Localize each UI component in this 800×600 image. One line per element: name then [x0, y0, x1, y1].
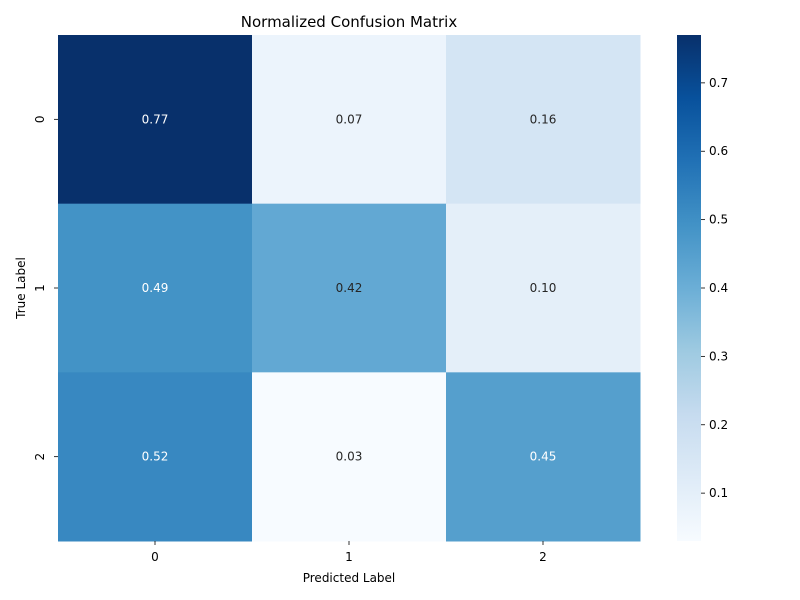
x-tick-label: 2 [539, 550, 547, 564]
heatmap-cell [446, 35, 641, 205]
y-axis-ticks: 0 1 2 [33, 116, 58, 461]
heatmap-cell [58, 203, 253, 373]
cell-value-label: 0.10 [530, 281, 557, 295]
cell-value-label: 0.42 [336, 281, 363, 295]
colorbar-tick-label: 0.5 [709, 213, 728, 227]
heatmap-cells [58, 35, 641, 542]
colorbar-ticks: 0.1 0.2 0.3 0.4 0.5 0.6 0.7 [701, 76, 728, 500]
colorbar-tick-label: 0.4 [709, 281, 728, 295]
y-tick-label: 2 [33, 453, 47, 461]
colorbar-tick-label: 0.7 [709, 76, 728, 90]
colorbar-tick-label: 0.3 [709, 349, 728, 363]
y-axis-label: True Label [14, 257, 28, 320]
heatmap-cell [58, 372, 253, 542]
cell-value-label: 0.52 [142, 450, 169, 464]
heatmap-cell [252, 203, 447, 373]
heatmap-cell [58, 35, 253, 205]
heatmap-cell [252, 35, 447, 205]
x-axis-ticks: 0 1 2 [151, 541, 547, 564]
colorbar-tick-label: 0.1 [709, 486, 728, 500]
x-axis-label: Predicted Label [303, 571, 396, 585]
cell-value-label: 0.03 [336, 450, 363, 464]
y-tick-label: 0 [33, 116, 47, 124]
x-tick-label: 1 [345, 550, 353, 564]
cell-value-label: 0.16 [530, 112, 557, 126]
y-tick-label: 1 [33, 284, 47, 292]
cell-value-label: 0.49 [142, 281, 169, 295]
cell-value-label: 0.07 [336, 112, 363, 126]
heatmap-cell [446, 203, 641, 373]
x-tick-label: 0 [151, 550, 159, 564]
colorbar-tick-label: 0.2 [709, 418, 728, 432]
heatmap-cell-labels: 0.77 0.07 0.16 0.49 0.42 0.10 0.52 0.03 0.45 [142, 112, 557, 463]
colorbar-tick-label: 0.6 [709, 144, 728, 158]
cell-value-label: 0.77 [142, 112, 169, 126]
heatmap-cell [446, 372, 641, 542]
cell-value-label: 0.45 [530, 450, 557, 464]
heatmap-cell [252, 372, 447, 542]
colorbar [677, 35, 701, 541]
chart-title: Normalized Confusion Matrix [241, 13, 458, 31]
